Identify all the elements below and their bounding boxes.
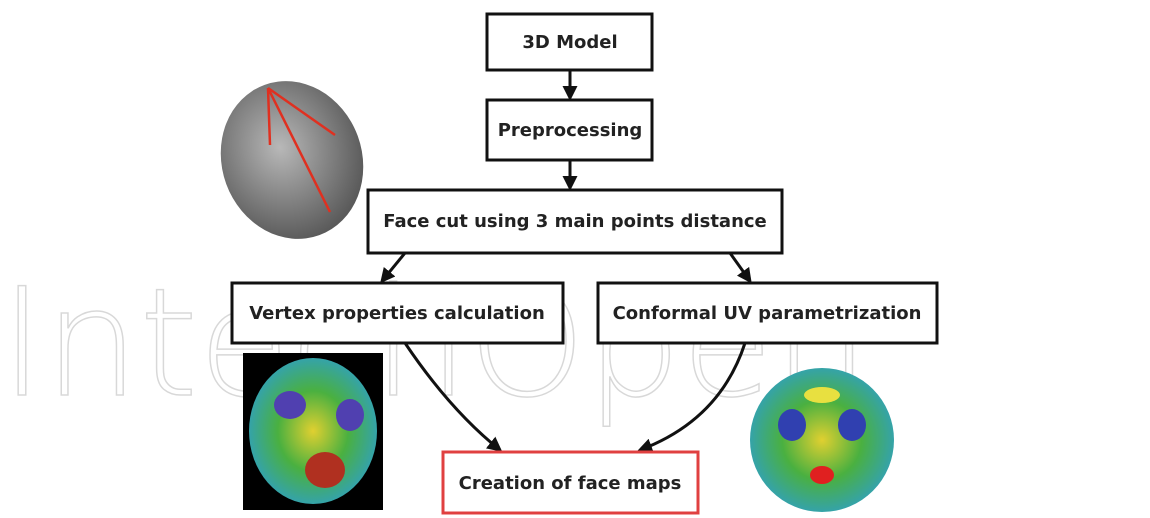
vertex-map-image: [243, 353, 383, 510]
node-label: Conformal UV parametrization: [613, 303, 922, 324]
node-label: Preprocessing: [498, 120, 643, 141]
connectors: [380, 70, 752, 453]
node-box: [366, 188, 784, 255]
node-label: Face cut using 3 main points distance: [383, 211, 767, 232]
node-box: [230, 281, 565, 345]
node-label: 3D Model: [522, 32, 617, 53]
node-label: Creation of face maps: [459, 473, 682, 494]
node-label: Vertex properties calculation: [249, 303, 545, 324]
uv-map-image: [750, 368, 894, 512]
node-box: [485, 12, 654, 72]
node-box: [441, 450, 700, 515]
node-box: [596, 281, 939, 345]
node-box: [485, 98, 654, 162]
face-mesh-image: [220, 81, 364, 239]
